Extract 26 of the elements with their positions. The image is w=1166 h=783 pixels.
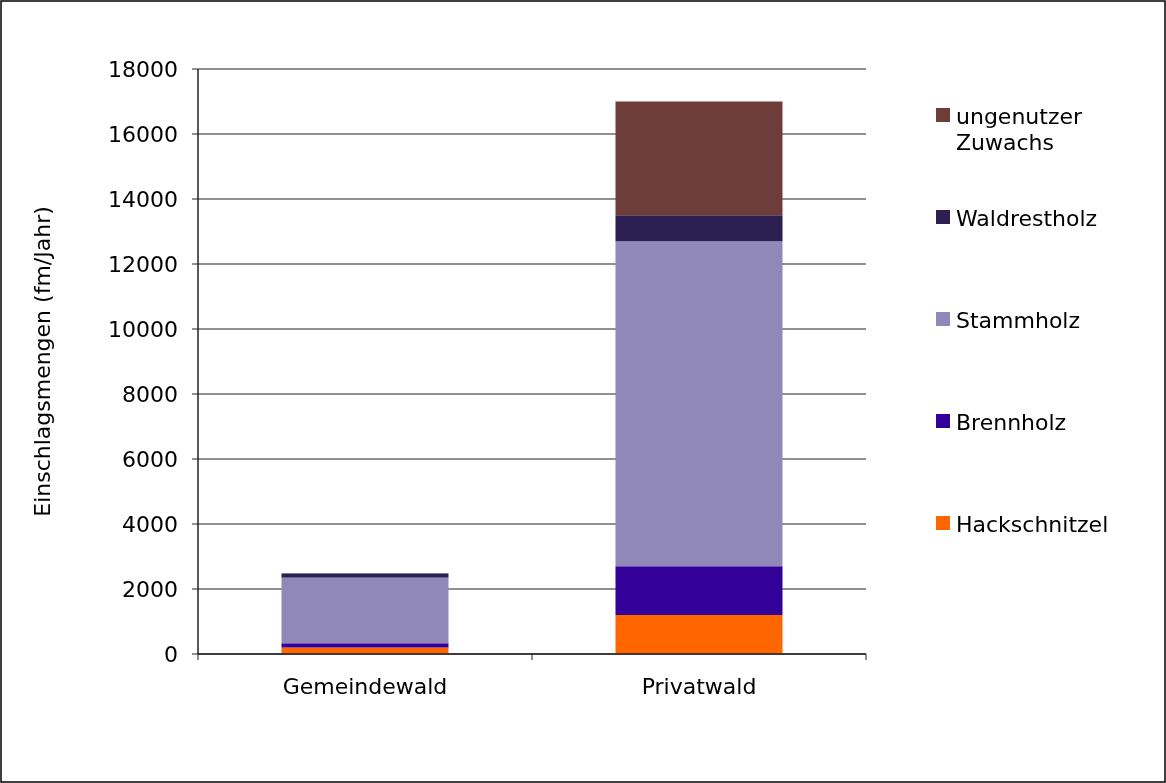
bar [281, 643, 449, 648]
y-tick-label: 18000 [108, 56, 178, 82]
legend-label: Hackschnitzel [956, 511, 1109, 537]
legend-label: Stammholz [956, 307, 1080, 333]
y-tick-label: 4000 [122, 511, 178, 537]
y-tick-label: 14000 [108, 186, 178, 212]
x-tick-label: Gemeindewald [282, 674, 448, 699]
x-tick-label: Privatwald [641, 674, 757, 699]
bar [281, 573, 449, 578]
y-axis-title: Einschlagsmengen (fm/Jahr) [30, 206, 55, 517]
bar [615, 615, 783, 654]
y-tick-label: 6000 [122, 446, 178, 472]
bar [615, 241, 783, 567]
bar [615, 566, 783, 615]
bar [281, 577, 449, 644]
y-tick-label: 12000 [108, 251, 178, 277]
legend-label: Brennholz [956, 409, 1067, 435]
y-tick-label: 8000 [122, 381, 178, 407]
legend-label: ungenutzer Zuwachs [956, 103, 1083, 156]
y-tick-label: 2000 [122, 576, 178, 602]
y-tick-label: 0 [164, 641, 178, 667]
y-tick-label: 16000 [108, 121, 178, 147]
y-tick-label: 10000 [108, 316, 178, 342]
bar [615, 101, 783, 216]
bar [615, 215, 783, 242]
legend-label: Waldrestholz [956, 205, 1098, 231]
